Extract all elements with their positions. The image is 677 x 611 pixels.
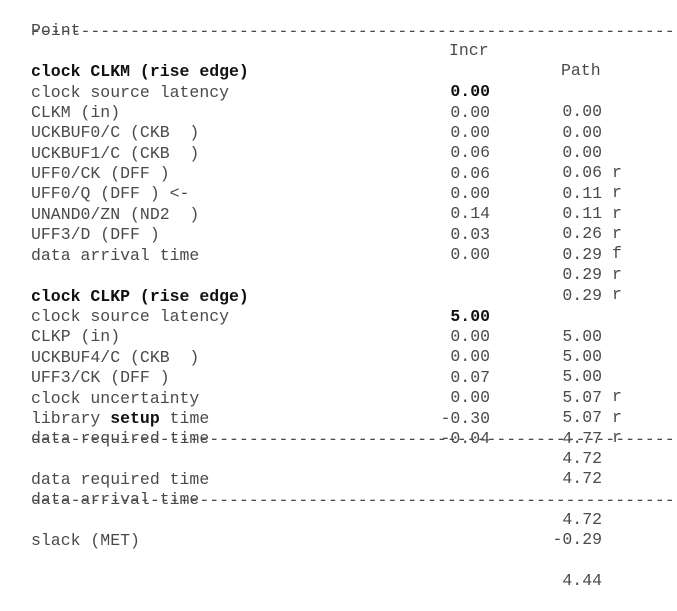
row-flag: r [612,265,622,284]
row-point: clock source latency [31,83,230,102]
row-incr: 0.00 [450,103,490,122]
row-point-prefix: library [31,409,111,428]
row-flag: r [612,387,622,406]
row-incr: 0.00 [450,327,490,346]
slack-value: 4.44 [562,571,602,590]
table-row: clock uncertainty -0.30 4.77 [0,369,677,448]
row-point: data arrival time [31,246,200,265]
row-incr: 0.00 [450,82,490,101]
row-path: 0.00 [562,143,602,162]
row-point: CLKP (in) [31,327,121,346]
header-path: Path [561,61,601,80]
row-flag: r [612,183,622,202]
table-row: UFF0/CK (DFF ) 0.00 0.11 r [0,144,677,243]
row-point: data arrival time [31,490,200,509]
separator-line: ----------------------------------------… [31,430,673,449]
row-path: 0.11 [562,204,602,223]
row-incr: 0.06 [450,143,490,162]
row-path: -0.29 [552,530,602,549]
row-path: 0.11 [562,184,602,203]
row-incr: 5.00 [450,307,490,326]
row-point: UNAND0/ZN (ND2 ) [31,205,200,224]
row-path: 0.00 [562,102,602,121]
row-flag: r [612,224,622,243]
table-row: data required time 4.72 [0,409,677,488]
row-path: 0.06 [562,163,602,182]
row-path: 5.07 [562,388,602,407]
row-point: clock CLKM (rise edge) [31,62,249,81]
table-row: data required time 4.72 [0,450,677,529]
table-row: clock CLKP (rise edge) 5.00 5.00 [0,267,677,346]
row-point: UCKBUF4/C (CKB ) [31,348,200,367]
row-point-suffix: time [159,409,210,428]
report-header: Point Incr Path [0,1,677,80]
row-flag: r [612,408,622,427]
row-point: UFF0/CK (DFF ) [31,164,170,183]
row-point: UCKBUF0/C (CKB ) [31,123,200,142]
row-point: CLKM (in) [31,103,121,122]
row-path: 4.72 [562,510,602,529]
row-path: 0.29 [562,265,602,284]
row-point: UFF3/D (DFF ) [31,225,160,244]
row-flag: f [612,244,622,263]
row-path: 5.07 [562,408,602,427]
row-path: 0.29 [562,286,602,305]
row-flag: r [612,163,622,182]
row-incr: 0.06 [450,164,490,183]
row-path: 4.72 [562,449,602,468]
table-row: UFF3/D (DFF ) 0.00 0.29 r [0,205,677,304]
slack-label: slack (MET) [31,531,140,550]
row-point: UFF0/Q (DFF ) <- [31,184,190,203]
separator-line: ----------------------------------------… [31,22,673,41]
row-path: 4.72 [562,469,602,488]
row-point-keyword: setup [110,409,160,428]
row-path: 5.00 [562,347,602,366]
row-flag: r [612,285,622,304]
table-row: UCKBUF0/C (CKB ) 0.06 0.06 r [0,103,677,202]
table-row: UCKBUF4/C (CKB ) 0.07 5.07 r [0,328,677,427]
row-point: UFF3/CK (DFF ) [31,368,170,387]
table-row: data arrival time -0.29 [0,470,677,549]
row-point: data required time [31,470,210,489]
row-incr: -0.30 [440,409,490,428]
row-incr: 0.14 [450,204,490,223]
table-row: CLKP (in) 0.00 5.00 r [0,307,677,406]
row-point: clock uncertainty [31,389,200,408]
row-path: 0.29 [562,245,602,264]
row-incr: 0.00 [450,347,490,366]
row-incr: 0.00 [450,245,490,264]
row-flag: r [612,204,622,223]
table-row: CLKM (in) 0.00 0.00 r [0,83,677,182]
row-incr: 0.00 [450,123,490,142]
row-incr: 0.00 [450,388,490,407]
row-point: UCKBUF1/C (CKB ) [31,144,200,163]
header-incr: Incr [449,41,489,60]
slack-row: slack (MET) 4.44 [0,511,677,590]
header-point: Point [31,21,81,40]
table-row: data arrival time 0.29 [0,226,677,305]
table-row: clock CLKM (rise edge) 0.00 0.00 [0,42,677,121]
row-point: clock source latency [31,307,230,326]
table-row: UCKBUF1/C (CKB ) 0.06 0.11 r [0,124,677,223]
table-row: clock source latency 0.00 5.00 [0,287,677,366]
row-incr: -0.04 [440,429,490,448]
row-path: 5.00 [562,327,602,346]
row-path: 5.00 [562,367,602,386]
separator-line: ----------------------------------------… [31,491,673,510]
row-flag: r [612,428,622,447]
table-row: clock source latency 0.00 0.00 [0,63,677,142]
row-point: library setup time [31,409,209,429]
row-path: 4.77 [562,429,602,448]
table-row: UFF0/Q (DFF ) <- 0.14 0.26 f [0,164,677,263]
row-path: 0.26 [562,224,602,243]
row-path: 0.00 [562,123,602,142]
table-row: UNAND0/ZN (ND2 ) 0.03 0.29 r [0,185,677,284]
row-incr: 0.03 [450,225,490,244]
row-point: data required time [31,429,210,448]
row-incr: 0.07 [450,368,490,387]
row-point: clock CLKP (rise edge) [31,287,249,306]
table-row: UFF3/CK (DFF ) 0.00 5.07 r [0,348,677,447]
table-row: library setup time -0.04 4.72 [0,389,677,468]
row-incr: 0.00 [450,184,490,203]
